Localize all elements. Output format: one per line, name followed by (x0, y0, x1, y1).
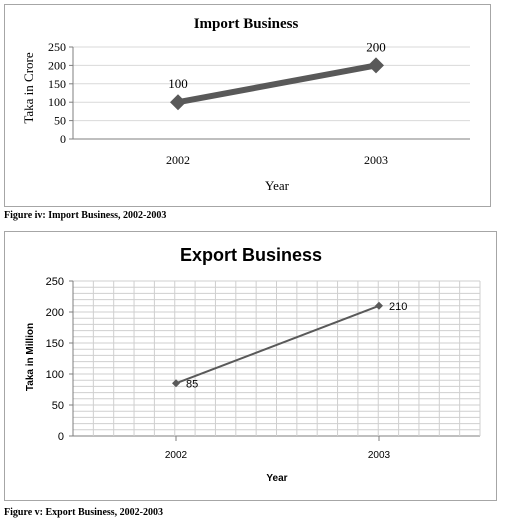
import-y-tick-label: 50 (54, 114, 66, 128)
export-data-point (375, 301, 383, 310)
export-x-tick-label: 2002 (165, 450, 188, 461)
export-data-label: 85 (186, 378, 198, 390)
import-figure-caption: Figure iv: Import Business, 2002-2003 (4, 210, 167, 221)
export-y-axis-label: Taka in Million (25, 323, 36, 391)
export-data-label: 210 (389, 301, 407, 313)
import-y-tick-label: 0 (60, 132, 66, 146)
import-x-tick-label: 2002 (166, 153, 190, 167)
import-chart-frame (4, 4, 491, 207)
import-grid (69, 46, 470, 140)
import-y-tick-label: 100 (48, 95, 66, 109)
import-y-tick-label: 200 (48, 58, 66, 72)
import-series: 100 200 (168, 39, 386, 111)
import-data-point (368, 57, 384, 74)
import-data-point (170, 94, 186, 111)
export-x-axis-label: Year (266, 473, 287, 484)
export-figure-caption: Figure v: Export Business, 2002-2003 (4, 507, 163, 518)
import-series-line (175, 62, 379, 106)
import-x-ticks: 2002 2003 (166, 153, 388, 167)
export-grid (69, 280, 481, 441)
export-chart-frame (4, 231, 497, 501)
import-y-axis-label: Taka in Crore (21, 52, 36, 124)
export-y-ticks: 0 50 100 150 200 250 (46, 276, 64, 443)
import-y-tick-label: 150 (48, 77, 66, 91)
export-series: 85 210 (172, 301, 407, 390)
import-x-axis-label: Year (265, 178, 290, 193)
export-series-line (175, 304, 380, 385)
export-y-tick-label: 50 (52, 400, 64, 412)
export-y-tick-label: 200 (46, 307, 64, 319)
import-data-label: 100 (168, 76, 188, 91)
import-y-tick-label: 250 (48, 40, 66, 54)
export-chart-title: Export Business (180, 245, 322, 265)
export-y-tick-label: 150 (46, 338, 64, 350)
export-y-tick-label: 250 (46, 276, 64, 288)
export-data-point (172, 379, 180, 388)
export-x-tick-label: 2003 (368, 450, 391, 461)
import-data-label: 200 (366, 39, 386, 54)
export-y-tick-label: 0 (58, 431, 64, 443)
export-y-tick-label: 100 (46, 369, 64, 381)
import-y-ticks: 0 50 100 150 200 250 (48, 40, 66, 146)
import-x-tick-label: 2003 (364, 153, 388, 167)
export-x-ticks: 2002 2003 (165, 450, 391, 461)
import-chart-title: Import Business (194, 16, 299, 32)
